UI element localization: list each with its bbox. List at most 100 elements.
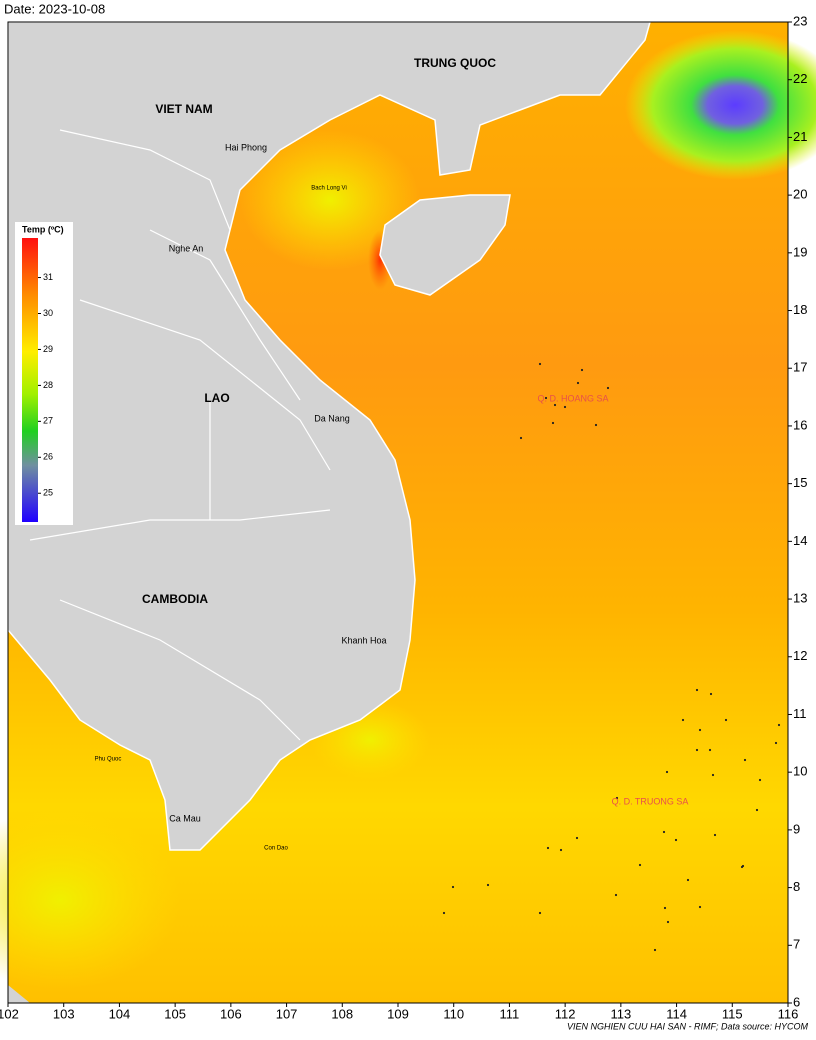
island-label: Q. D. HOANG SA <box>537 393 608 403</box>
y-tick-label: 17 <box>793 360 807 375</box>
x-tick-label: 102 <box>0 1006 19 1021</box>
land <box>379 194 511 296</box>
country-label: CAMBODIA <box>142 592 208 606</box>
y-tick-label: 9 <box>793 821 800 836</box>
reef <box>711 773 715 777</box>
cool-water <box>0 810 180 990</box>
reef <box>662 830 666 834</box>
reef <box>774 741 778 745</box>
date: Date: 2023-10-08 <box>4 1 105 16</box>
x-tick-label: 109 <box>387 1006 409 1021</box>
legend-tick-label: 26 <box>43 452 53 462</box>
place-label: Bach Long Vi <box>311 186 347 192</box>
legend-tick-label: 28 <box>43 380 53 390</box>
reef <box>614 893 618 897</box>
x-tick-label: 110 <box>443 1006 464 1021</box>
reef <box>553 403 557 407</box>
place-label: Con Dao <box>264 846 288 852</box>
reef <box>713 833 717 837</box>
reef <box>663 906 667 910</box>
reef <box>615 796 619 800</box>
country-label: TRUNG QUOC <box>414 56 496 70</box>
island-label: Q. D. TRUONG SA <box>612 796 689 806</box>
colorbar <box>22 238 38 522</box>
place-label: Hai Phong <box>225 142 267 152</box>
reef <box>653 948 657 952</box>
reef <box>709 692 713 696</box>
place-label: Phu Quoc <box>95 757 122 763</box>
footer: VIEN NGHIEN CUU HAI SAN - RIMF; Data sou… <box>567 1021 809 1031</box>
y-tick-label: 13 <box>793 590 807 605</box>
legend-tick-label: 27 <box>43 416 53 426</box>
reef <box>519 436 523 440</box>
reef <box>486 883 490 887</box>
x-tick-label: 115 <box>722 1006 743 1021</box>
reef <box>666 920 670 924</box>
border <box>29 129 331 741</box>
legend-tick-label: 30 <box>43 308 53 318</box>
reef <box>698 905 702 909</box>
x-tick-label: 107 <box>276 1006 298 1021</box>
x-tick-label: 106 <box>220 1006 242 1021</box>
x-tick-label: 105 <box>164 1006 186 1021</box>
reef <box>724 718 728 722</box>
cool-water <box>625 30 816 180</box>
y-tick-label: 7 <box>793 937 800 952</box>
reef <box>594 423 598 427</box>
y-tick-label: 21 <box>793 129 807 144</box>
y-tick-label: 15 <box>793 475 807 490</box>
country-label: VIET NAM <box>155 102 212 116</box>
reef <box>695 688 699 692</box>
y-tick-label: 6 <box>793 994 800 1009</box>
reef <box>777 723 781 727</box>
legend-tick-label: 31 <box>43 272 53 282</box>
y-tick-label: 23 <box>793 13 807 28</box>
reef <box>546 846 550 850</box>
place-label: Nghe An <box>169 243 204 253</box>
reef <box>442 911 446 915</box>
country-label: LAO <box>204 391 229 405</box>
reef <box>451 885 455 889</box>
x-tick-label: 113 <box>610 1006 631 1021</box>
place-label: Khanh Hoa <box>341 635 386 645</box>
reef <box>538 362 542 366</box>
reef <box>708 748 712 752</box>
reef <box>758 778 762 782</box>
place-label: Da Nang <box>314 413 350 423</box>
x-tick-label: 112 <box>555 1006 576 1021</box>
reef <box>576 381 580 385</box>
y-tick-label: 11 <box>793 706 807 721</box>
y-tick-label: 14 <box>793 533 807 548</box>
legend-tick-label: 25 <box>43 488 53 498</box>
reef <box>686 878 690 882</box>
x-tick-label: 108 <box>331 1006 353 1021</box>
reef <box>580 368 584 372</box>
reef <box>665 770 669 774</box>
reef <box>741 864 745 868</box>
reef <box>551 421 555 425</box>
legend-tick-label: 29 <box>43 344 53 354</box>
reef <box>544 396 548 400</box>
legend-title: Temp (ºC) <box>22 224 64 234</box>
x-tick-label: 111 <box>500 1006 520 1021</box>
reef <box>743 758 747 762</box>
y-tick-label: 20 <box>793 187 807 202</box>
land <box>8 985 30 1003</box>
reef <box>681 718 685 722</box>
reef <box>698 728 702 732</box>
y-tick-label: 18 <box>793 302 807 317</box>
x-tick-label: 114 <box>666 1006 687 1021</box>
reef <box>695 748 699 752</box>
place-label: Ca Mau <box>169 813 201 823</box>
y-tick-label: 8 <box>793 879 800 894</box>
reef <box>755 808 759 812</box>
reefs <box>442 362 781 952</box>
land <box>7 21 651 851</box>
reef <box>563 405 567 409</box>
y-tick-label: 10 <box>793 764 807 779</box>
y-tick-label: 19 <box>793 244 807 259</box>
reef <box>606 386 610 390</box>
y-tick-label: 16 <box>793 417 807 432</box>
